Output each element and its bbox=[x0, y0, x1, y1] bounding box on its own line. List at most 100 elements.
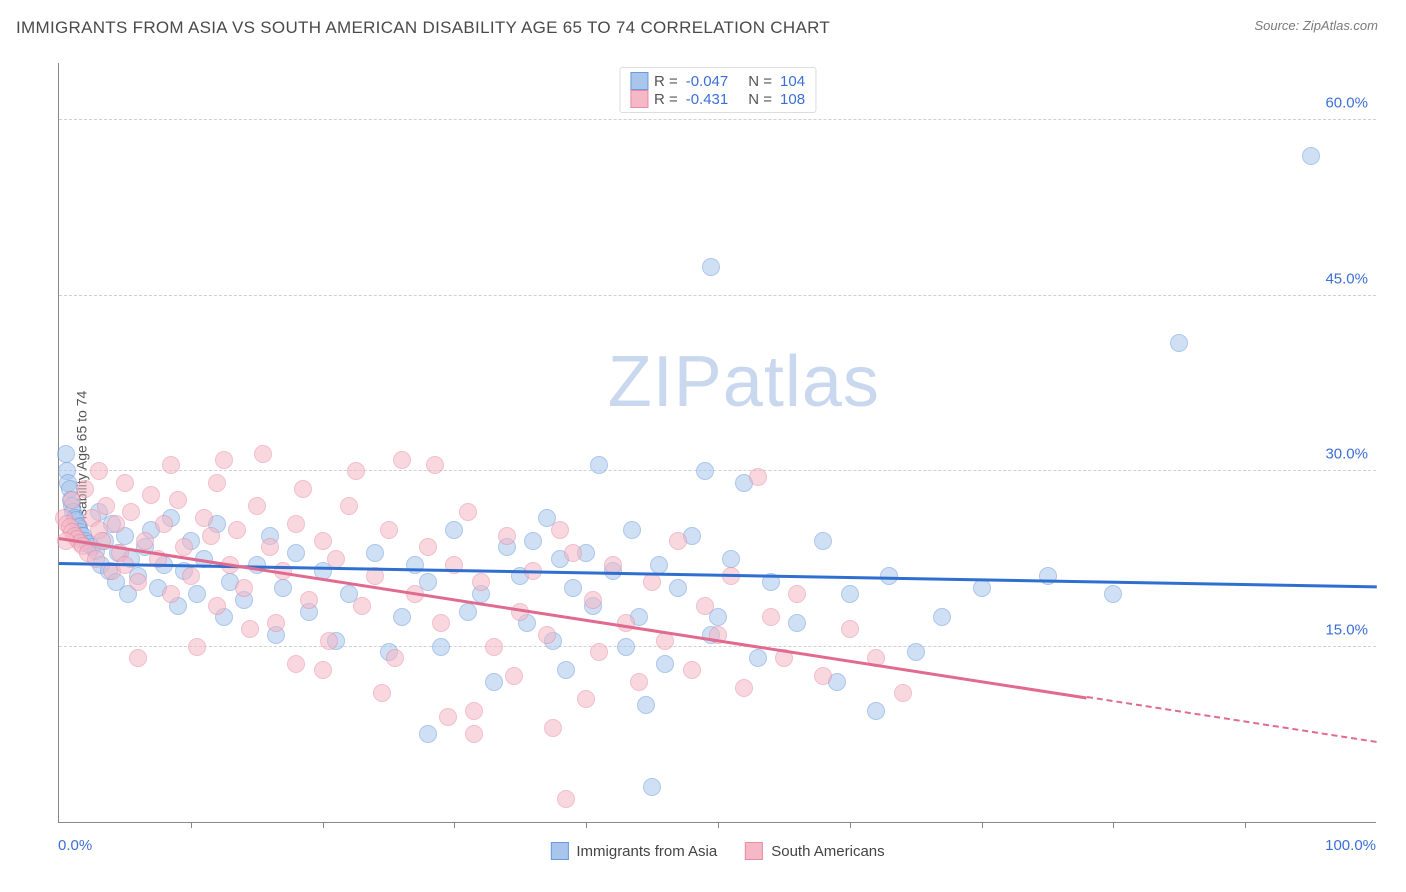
legend-n-value: 108 bbox=[780, 91, 805, 108]
legend-r-value: -0.047 bbox=[686, 73, 729, 90]
data-point-south_american bbox=[380, 521, 398, 539]
legend-swatch bbox=[550, 842, 568, 860]
legend-swatch bbox=[630, 72, 648, 90]
data-point-asia bbox=[1104, 585, 1122, 603]
data-point-south_american bbox=[393, 451, 411, 469]
data-point-asia bbox=[459, 603, 477, 621]
correlation-legend: R = -0.047 N = 104R = -0.431 N = 108 bbox=[619, 67, 816, 113]
data-point-south_american bbox=[538, 626, 556, 644]
data-point-south_american bbox=[498, 527, 516, 545]
legend-series-item: Immigrants from Asia bbox=[550, 842, 717, 860]
data-point-asia bbox=[366, 544, 384, 562]
data-point-south_american bbox=[175, 538, 193, 556]
data-point-asia bbox=[445, 521, 463, 539]
data-point-south_american bbox=[93, 532, 111, 550]
data-point-south_american bbox=[735, 679, 753, 697]
data-point-asia bbox=[973, 579, 991, 597]
source-name: ZipAtlas.com bbox=[1303, 18, 1378, 33]
data-point-asia bbox=[1170, 334, 1188, 352]
data-point-asia bbox=[432, 638, 450, 656]
data-point-south_american bbox=[314, 661, 332, 679]
x-axis-start-label: 0.0% bbox=[58, 837, 92, 854]
data-point-asia bbox=[287, 544, 305, 562]
data-point-asia bbox=[1039, 567, 1057, 585]
x-axis-end-label: 100.0% bbox=[1325, 837, 1376, 854]
legend-series-label: South Americans bbox=[771, 843, 884, 860]
data-point-south_american bbox=[314, 532, 332, 550]
data-point-south_american bbox=[465, 702, 483, 720]
data-point-south_american bbox=[814, 667, 832, 685]
data-point-asia bbox=[656, 655, 674, 673]
data-point-south_american bbox=[894, 684, 912, 702]
data-point-south_american bbox=[208, 474, 226, 492]
data-point-south_american bbox=[472, 573, 490, 591]
data-point-south_american bbox=[287, 515, 305, 533]
gridline-h bbox=[59, 470, 1376, 471]
data-point-south_american bbox=[116, 474, 134, 492]
watermark-light: atlas bbox=[723, 342, 880, 422]
data-point-south_american bbox=[340, 497, 358, 515]
data-point-south_american bbox=[788, 585, 806, 603]
data-point-asia bbox=[749, 649, 767, 667]
data-point-south_american bbox=[208, 597, 226, 615]
data-point-asia bbox=[419, 725, 437, 743]
trendline bbox=[59, 562, 1377, 588]
data-point-asia bbox=[637, 696, 655, 714]
data-point-asia bbox=[650, 556, 668, 574]
data-point-asia bbox=[669, 579, 687, 597]
data-point-south_american bbox=[762, 608, 780, 626]
gridline-h bbox=[59, 295, 1376, 296]
x-tick-mark bbox=[982, 822, 983, 828]
x-tick-mark bbox=[323, 822, 324, 828]
data-point-asia bbox=[643, 778, 661, 796]
data-point-south_american bbox=[188, 638, 206, 656]
legend-n-label: N = bbox=[748, 91, 772, 108]
legend-series-label: Immigrants from Asia bbox=[576, 843, 717, 860]
data-point-south_american bbox=[373, 684, 391, 702]
data-point-south_american bbox=[386, 649, 404, 667]
data-point-asia bbox=[524, 532, 542, 550]
data-point-asia bbox=[590, 456, 608, 474]
data-point-south_american bbox=[300, 591, 318, 609]
legend-correlation-row: R = -0.431 N = 108 bbox=[630, 90, 805, 108]
data-point-south_american bbox=[162, 585, 180, 603]
data-point-south_american bbox=[267, 614, 285, 632]
series-legend: Immigrants from Asia South Americans bbox=[550, 842, 884, 860]
data-point-south_american bbox=[294, 480, 312, 498]
data-point-south_american bbox=[202, 527, 220, 545]
watermark: ZIPatlas bbox=[608, 341, 880, 423]
plot-area: ZIPatlas R =-0.047N =104R =-0.431N =108 … bbox=[58, 63, 1376, 823]
source-attribution: Source: ZipAtlas.com bbox=[1254, 18, 1378, 33]
data-point-south_american bbox=[419, 538, 437, 556]
data-point-south_american bbox=[228, 521, 246, 539]
data-point-south_american bbox=[439, 708, 457, 726]
legend-r-label: R = bbox=[654, 73, 678, 90]
x-tick-mark bbox=[191, 822, 192, 828]
data-point-asia bbox=[57, 445, 75, 463]
data-point-asia bbox=[696, 462, 714, 480]
data-point-south_american bbox=[261, 538, 279, 556]
legend-r-label: R = bbox=[654, 91, 678, 108]
data-point-asia bbox=[406, 556, 424, 574]
data-point-asia bbox=[274, 579, 292, 597]
x-tick-mark bbox=[586, 822, 587, 828]
data-point-asia bbox=[702, 258, 720, 276]
legend-n-value: 104 bbox=[780, 73, 805, 90]
y-tick-label: 30.0% bbox=[1325, 446, 1368, 463]
x-tick-mark bbox=[1245, 822, 1246, 828]
data-point-south_american bbox=[584, 591, 602, 609]
data-point-asia bbox=[1302, 147, 1320, 165]
gridline-h bbox=[59, 646, 1376, 647]
data-point-asia bbox=[841, 585, 859, 603]
legend-r-value: -0.431 bbox=[686, 91, 729, 108]
x-tick-mark bbox=[1113, 822, 1114, 828]
legend-series-item: South Americans bbox=[745, 842, 884, 860]
data-point-south_american bbox=[683, 661, 701, 679]
watermark-bold: ZIP bbox=[608, 342, 723, 422]
data-point-south_american bbox=[215, 451, 233, 469]
legend-swatch bbox=[630, 90, 648, 108]
header: IMMIGRANTS FROM ASIA VS SOUTH AMERICAN D… bbox=[0, 0, 1406, 38]
data-point-asia bbox=[722, 550, 740, 568]
data-point-south_american bbox=[320, 632, 338, 650]
data-point-south_american bbox=[169, 491, 187, 509]
